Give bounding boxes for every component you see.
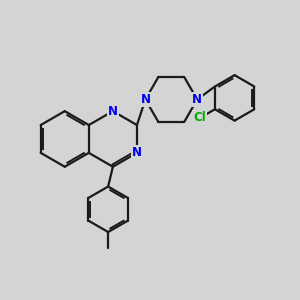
Text: N: N bbox=[192, 93, 202, 106]
Text: Cl: Cl bbox=[194, 111, 206, 124]
Text: N: N bbox=[132, 146, 142, 159]
Text: N: N bbox=[140, 93, 150, 106]
Text: N: N bbox=[108, 105, 118, 118]
